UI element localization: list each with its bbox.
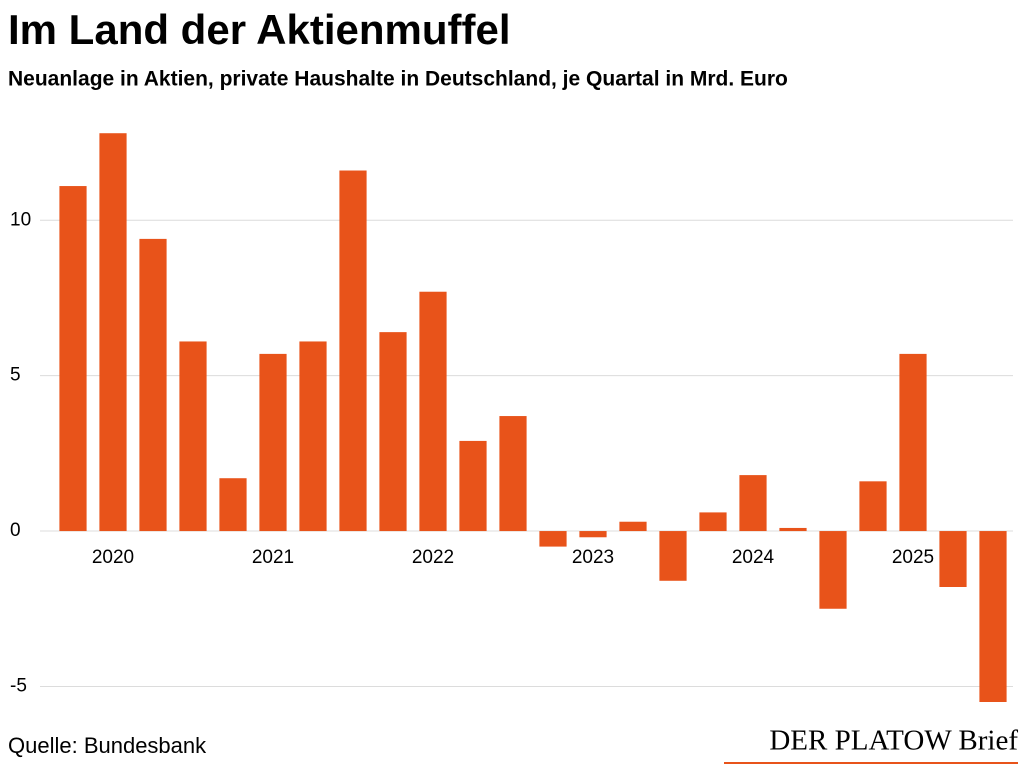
bar [139, 238, 167, 532]
bar [459, 440, 487, 532]
y-tick-label: 0 [10, 520, 21, 541]
bar [99, 133, 127, 532]
bar [339, 170, 367, 532]
y-tick-label: -5 [10, 675, 27, 696]
bar [779, 527, 807, 532]
bar [299, 341, 327, 532]
bar [379, 332, 407, 532]
y-tick-label: 10 [10, 209, 31, 230]
x-tick-label: 2024 [732, 547, 775, 568]
bar [619, 521, 647, 532]
x-tick-label: 2025 [892, 547, 934, 568]
bar [659, 531, 687, 581]
bar [59, 186, 87, 532]
x-tick-label: 2021 [252, 547, 294, 568]
source: Quelle: Bundesbank [8, 733, 207, 758]
y-tick-label: 5 [10, 365, 21, 386]
x-tick-label: 2023 [572, 547, 614, 568]
bar [179, 341, 207, 532]
bar [539, 531, 567, 547]
bar [499, 416, 527, 532]
x-tick-label: 2020 [92, 547, 134, 568]
bar [899, 353, 927, 532]
brand: DER PLATOW Brief [769, 725, 1018, 757]
bar [819, 531, 847, 609]
bar [579, 531, 607, 538]
x-tick-label: 2022 [412, 547, 454, 568]
bar [259, 353, 287, 532]
chart-subtitle: Neuanlage in Aktien, private Haushalte i… [8, 68, 788, 91]
bar [939, 531, 967, 587]
bar [859, 481, 887, 532]
bar [979, 531, 1007, 702]
bar [739, 475, 767, 532]
bar [219, 478, 247, 532]
bar [699, 512, 727, 532]
bar [419, 291, 447, 532]
chart-title: Im Land der Aktienmuffel [8, 6, 511, 53]
